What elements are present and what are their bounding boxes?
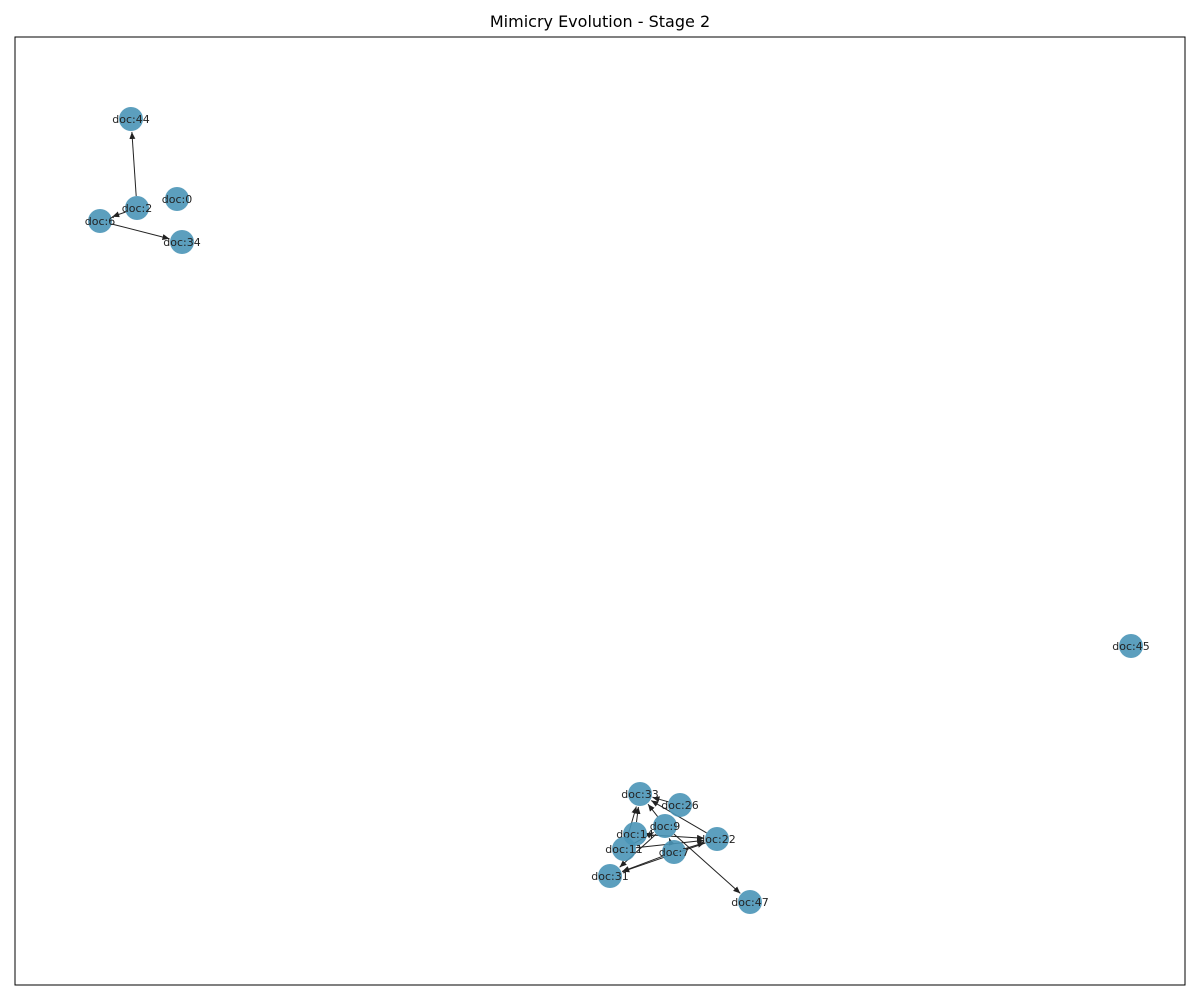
diagram-title: Mimicry Evolution - Stage 2 (489, 12, 711, 31)
node-circle (612, 837, 636, 861)
node-label: doc:45 (1112, 640, 1149, 653)
node-doc47: doc:47 (731, 890, 769, 914)
node-doc9: doc:9 (650, 814, 680, 838)
node-label: doc:44 (112, 113, 149, 126)
node-layer: doc:44doc:2doc:0doc:6doc:34doc:45doc:33d… (85, 107, 1150, 914)
node-doc26: doc:26 (661, 793, 699, 817)
node-doc22: doc:22 (698, 827, 736, 851)
node-label: doc:7 (659, 846, 689, 859)
node-circle (738, 890, 762, 914)
node-circle (668, 793, 692, 817)
node-label: doc:33 (621, 788, 658, 801)
edge-doc14-to-doc33 (634, 806, 641, 823)
edge-doc14-to-doc22 (646, 834, 705, 841)
edge-doc6-to-doc34 (111, 223, 170, 240)
node-label: doc:22 (698, 833, 735, 846)
node-circle (705, 827, 729, 851)
node-label: doc:26 (661, 799, 698, 812)
node-label: doc:2 (122, 202, 152, 215)
edge-doc2-to-doc44 (129, 131, 137, 197)
node-circle (662, 840, 686, 864)
node-label: doc:6 (85, 215, 115, 228)
node-doc6: doc:6 (85, 209, 115, 233)
node-doc2: doc:2 (122, 196, 152, 220)
node-label: doc:11 (605, 843, 642, 856)
plot-frame (14, 36, 1186, 986)
node-doc7: doc:7 (659, 840, 689, 864)
node-circle (125, 196, 149, 220)
node-doc11: doc:11 (605, 837, 643, 861)
node-label: doc:31 (591, 870, 628, 883)
edge-doc9-to-doc33 (647, 803, 659, 817)
edge-layer (111, 131, 741, 894)
node-circle (119, 107, 143, 131)
node-doc31: doc:31 (591, 864, 629, 888)
node-circle (1119, 634, 1143, 658)
edge-doc26-to-doc33 (652, 796, 669, 803)
edge-doc7-to-doc22 (685, 841, 705, 850)
node-label: doc:34 (163, 236, 200, 249)
node-doc45: doc:45 (1112, 634, 1150, 658)
node-label: doc:9 (650, 820, 680, 833)
node-circle (628, 782, 652, 806)
node-circle (88, 209, 112, 233)
node-doc33: doc:33 (621, 782, 659, 806)
edge-doc9-to-doc31 (619, 833, 657, 868)
node-circle (165, 187, 189, 211)
node-label: doc:0 (162, 193, 192, 206)
node-circle (170, 230, 194, 254)
edge-doc7-to-doc9 (668, 838, 675, 846)
node-label: doc:47 (731, 896, 768, 909)
node-circle (598, 864, 622, 888)
node-doc34: doc:34 (163, 230, 201, 254)
edge-doc2-to-doc6 (112, 211, 126, 218)
node-doc0: doc:0 (162, 187, 192, 211)
edge-doc9-to-doc47 (673, 833, 741, 894)
node-doc44: doc:44 (112, 107, 150, 131)
node-circle (653, 814, 677, 838)
